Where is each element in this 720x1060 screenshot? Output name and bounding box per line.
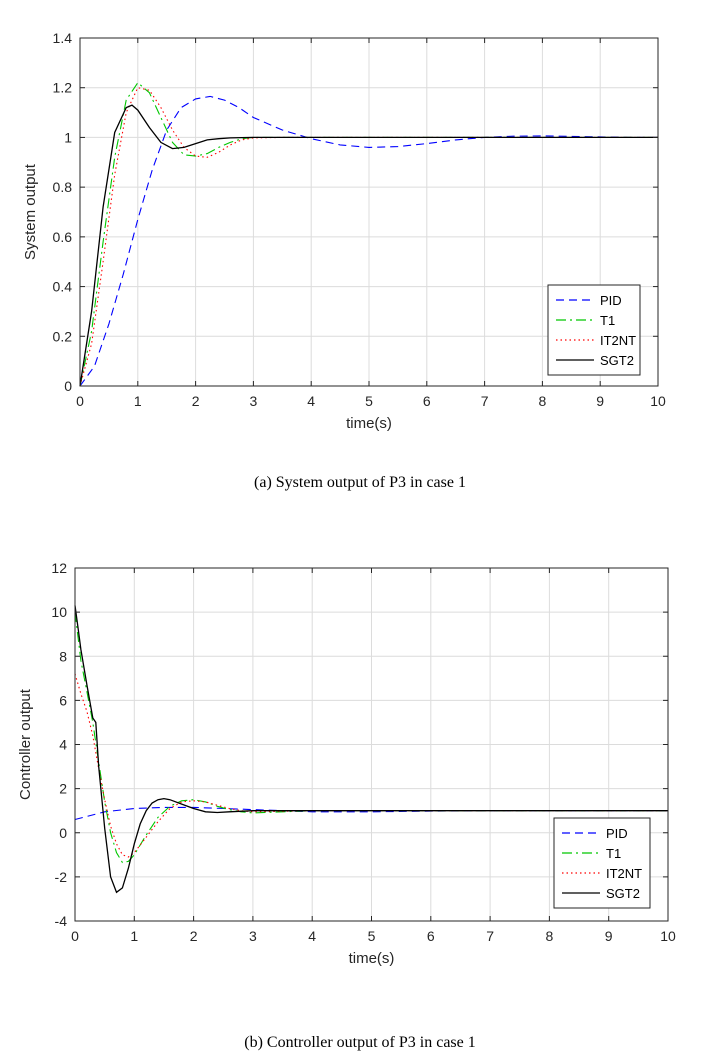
x-tick-label: 2 [190, 928, 198, 944]
x-tick-label: 9 [605, 928, 613, 944]
y-axis-label: System output [22, 163, 39, 260]
x-tick-label: 7 [481, 393, 489, 409]
figure-caption-a: (a) System output of P3 in case 1 [254, 474, 466, 491]
y-tick-label: 8 [59, 648, 67, 664]
x-tick-label: 6 [427, 928, 435, 944]
y-tick-label: 1 [64, 129, 72, 145]
legend-label-t1: T1 [606, 846, 621, 861]
y-tick-label: 0.2 [53, 328, 73, 344]
y-tick-label: 0.6 [53, 229, 73, 245]
legend-label-t1: T1 [600, 313, 615, 328]
x-tick-label: 3 [250, 393, 258, 409]
legend-label-it2nt: IT2NT [600, 333, 636, 348]
x-tick-label: 4 [308, 928, 316, 944]
x-tick-label: 4 [307, 393, 315, 409]
y-tick-label: 0.8 [53, 179, 73, 195]
legend-label-pid: PID [606, 826, 628, 841]
legend-label-sgt2: SGT2 [600, 353, 634, 368]
system-output-chart: 0 1 2 3 4 5 6 7 8 9 10 0 0.2 0.4 0.6 0.8 1 1.2 1.4 time(s) S… [22, 30, 666, 432]
x-tick-label: 5 [368, 928, 376, 944]
x-tick-label: 7 [486, 928, 494, 944]
legend-label-pid: PID [600, 293, 622, 308]
y-tick-label: 0 [59, 825, 67, 841]
figure-system-output: 0 1 2 3 4 5 6 7 8 9 10 0 0.2 0.4 0.6 0.8 1 1.2 1.4 time(s) S… [0, 0, 720, 500]
x-tick-label: 1 [130, 928, 138, 944]
y-tick-label: 6 [59, 692, 67, 708]
x-tick-label: 9 [596, 393, 604, 409]
y-tick-label: 0 [64, 378, 72, 394]
legend-label-it2nt: IT2NT [606, 866, 642, 881]
x-tick-label: 10 [660, 928, 676, 944]
x-tick-label: 0 [71, 928, 79, 944]
series-line-pid [79, 95, 658, 387]
x-tick-label: 2 [192, 393, 200, 409]
x-tick-label: 5 [365, 393, 373, 409]
legend: PID T1 IT2NT SGT2 [553, 817, 651, 909]
figure-caption-b: (b) Controller output of P3 in case 1 [244, 1034, 476, 1051]
series-line-sgt2 [74, 605, 668, 894]
y-axis-label: Controller output [17, 688, 34, 800]
x-tick-label: 10 [650, 393, 666, 409]
y-tick-label: -4 [55, 913, 68, 929]
y-tick-label: 10 [51, 604, 67, 620]
figure-controller-output: 0 1 2 3 4 5 6 7 8 9 10 -4 -2 0 2 4 6 8 10 12 time(s) Controll… [0, 540, 720, 1060]
x-tick-label: 8 [546, 928, 554, 944]
x-axis-label: time(s) [349, 950, 395, 967]
x-tick-label: 0 [76, 393, 84, 409]
y-tick-label: 4 [59, 737, 67, 753]
y-tick-label: -2 [55, 869, 68, 885]
series-line-sgt2 [79, 104, 658, 387]
x-tick-label: 1 [134, 393, 142, 409]
y-tick-label: 2 [59, 781, 67, 797]
y-tick-label: 1.4 [53, 30, 73, 46]
x-tick-label: 6 [423, 393, 431, 409]
y-tick-label: 0.4 [53, 279, 73, 295]
x-tick-label: 3 [249, 928, 257, 944]
controller-output-chart: 0 1 2 3 4 5 6 7 8 9 10-4-2024681012time(s)Controll… [17, 560, 676, 967]
legend-label-sgt2: SGT2 [606, 886, 640, 901]
x-tick-label: 8 [539, 393, 547, 409]
y-tick-label: 1.2 [53, 80, 73, 96]
x-axis-label: time(s) [346, 415, 392, 432]
y-tick-label: 12 [51, 560, 67, 576]
legend: PID T1 IT2NT SGT2 [547, 284, 641, 376]
